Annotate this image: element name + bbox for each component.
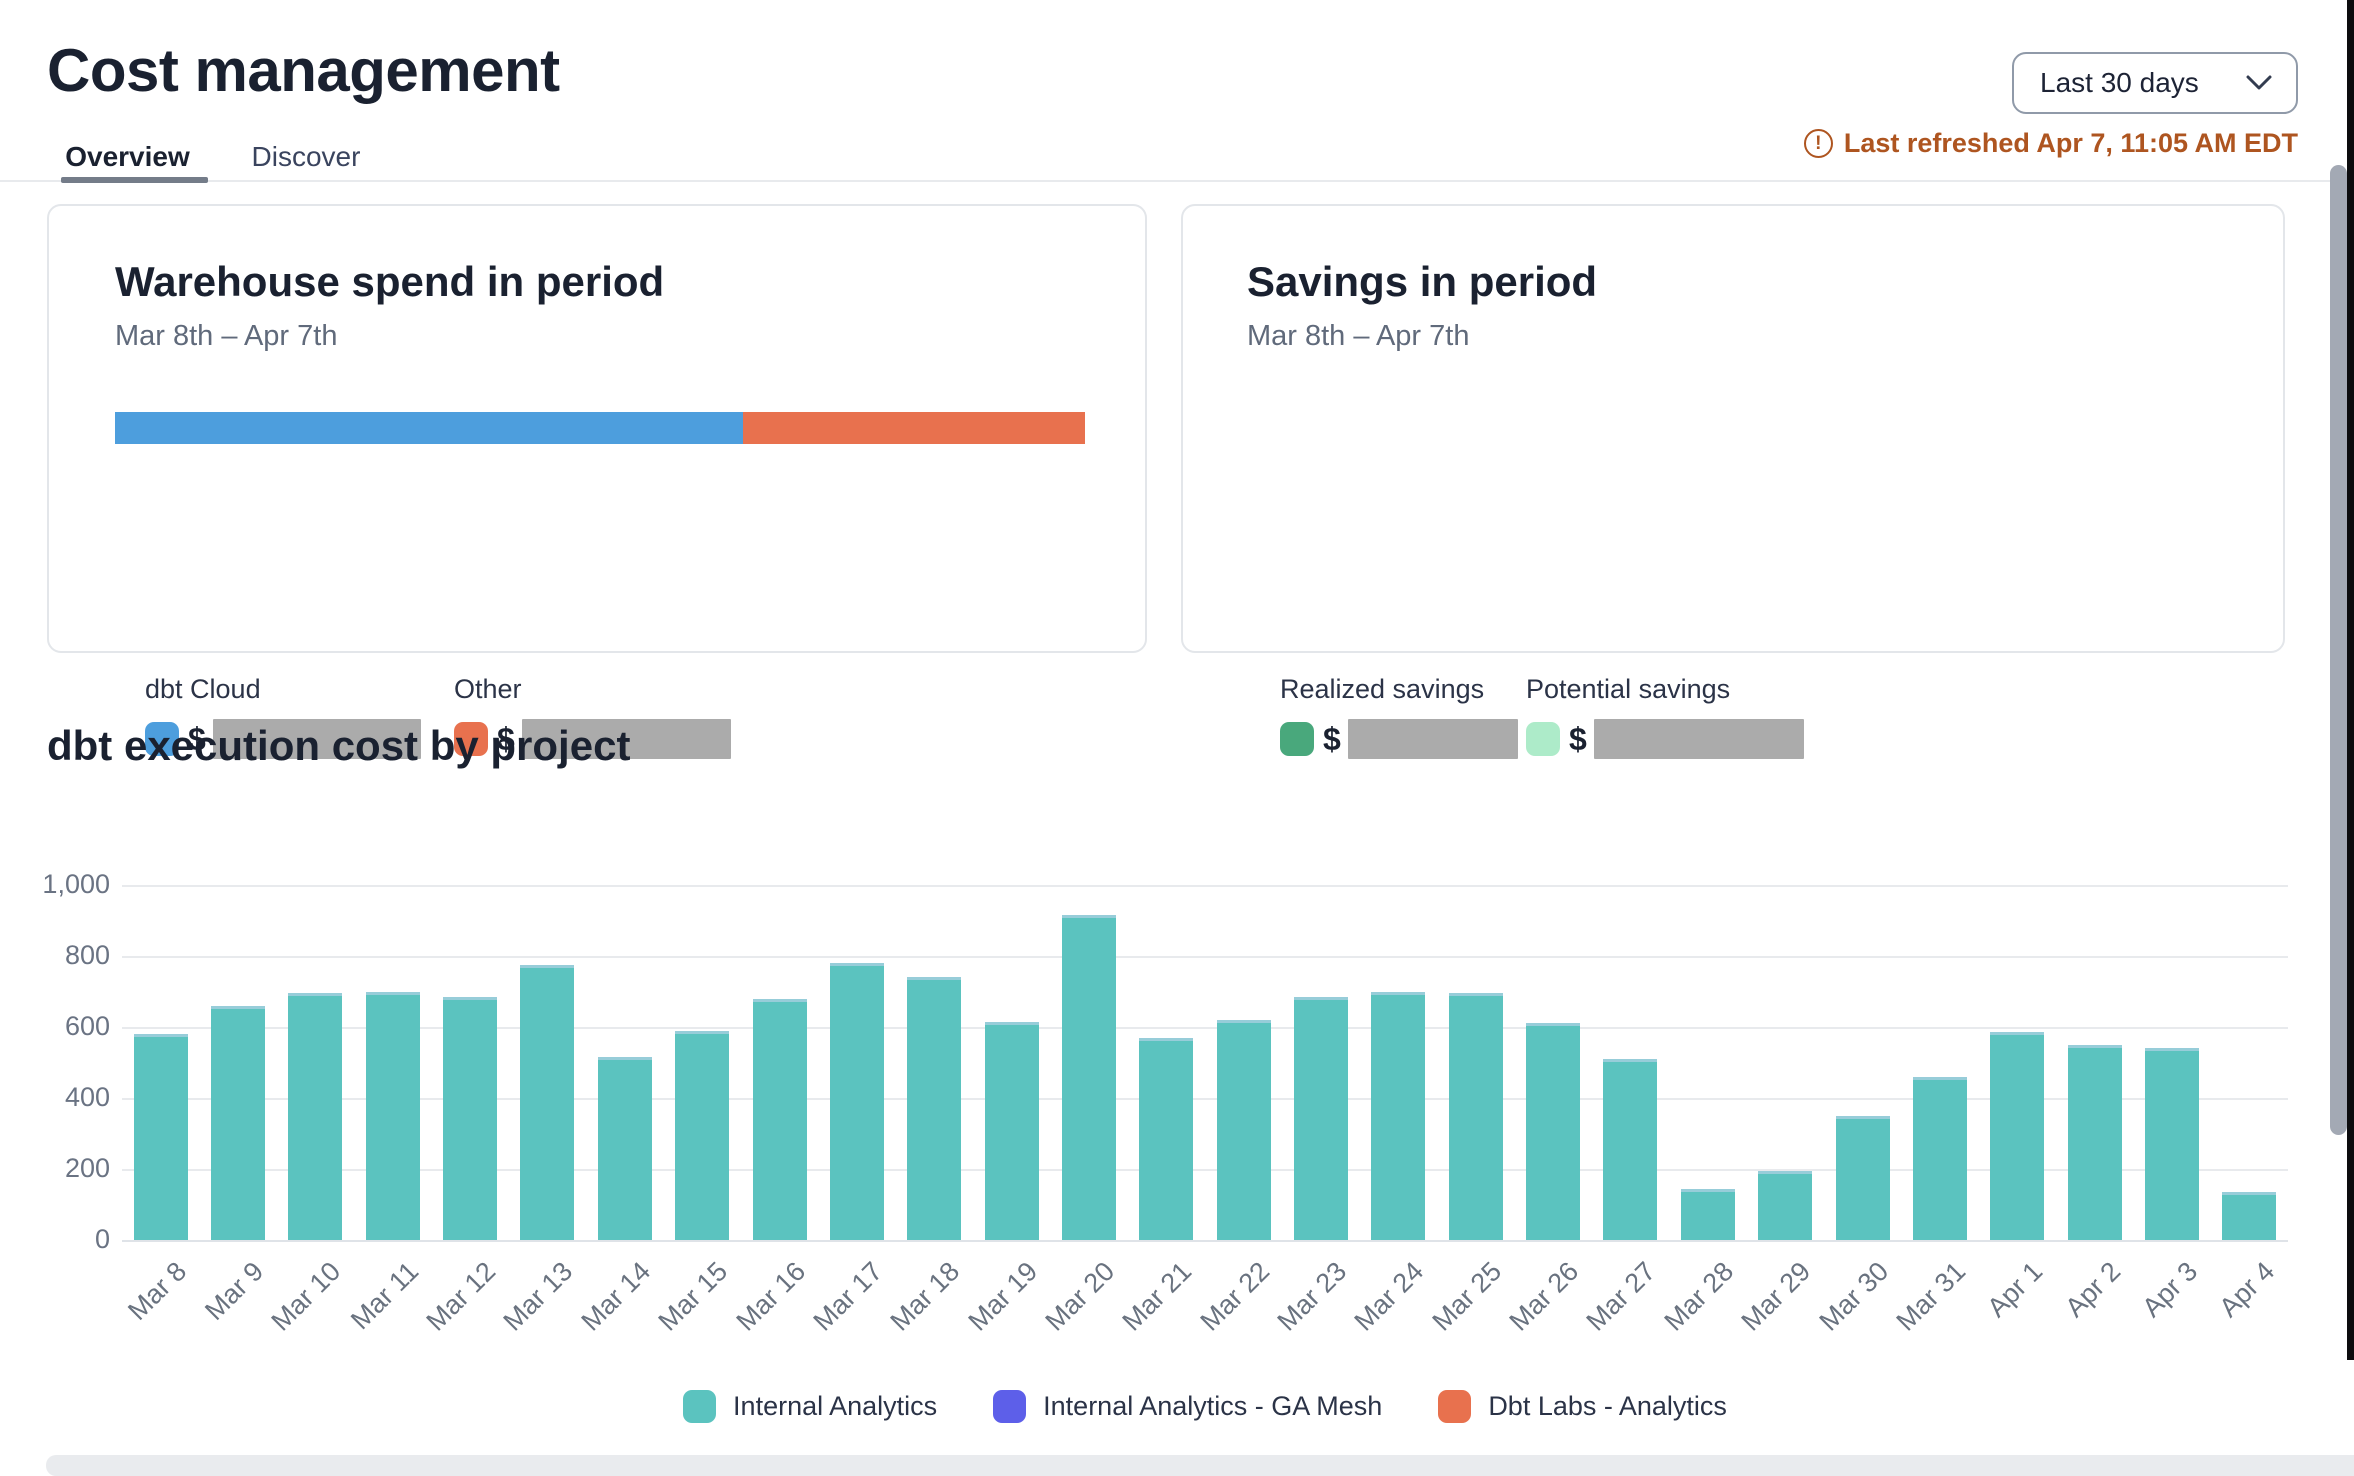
chevron-down-icon [2246, 75, 2272, 90]
page-title: Cost management [47, 37, 560, 104]
bar-mar-26[interactable] [1526, 1023, 1581, 1240]
tab-discover[interactable]: Discover [240, 134, 372, 180]
date-range-select[interactable]: Last 30 days [2012, 52, 2298, 114]
date-range-value: Last 30 days [2040, 67, 2199, 98]
tab-overview[interactable]: Overview [47, 134, 208, 180]
vertical-scrollbar-thumb[interactable] [2330, 165, 2347, 1135]
chart-legend-item-1[interactable]: Internal Analytics - GA Mesh [993, 1390, 1382, 1423]
bar-mar-29[interactable] [1758, 1170, 1813, 1240]
gridline-400 [122, 1098, 2288, 1100]
gridline-600 [122, 1027, 2288, 1029]
bar-mar-11[interactable] [365, 991, 420, 1240]
warning-circle-icon: ! [1803, 129, 1833, 158]
realized-savings-swatch-icon [1280, 722, 1314, 756]
warehouse-spend-period: Mar 8th – Apr 7th [115, 320, 338, 352]
bar-apr-4[interactable] [2222, 1192, 2277, 1240]
legend-other: Other $ [454, 674, 731, 759]
bar-mar-31[interactable] [1912, 1076, 1967, 1240]
potential-savings-swatch-icon [1526, 722, 1560, 756]
legend-dbt-cloud-label: dbt Cloud [145, 674, 261, 704]
tab-overview-label: Overview [65, 141, 190, 172]
header-divider [0, 180, 2354, 182]
y-tick-label: 600 [64, 1011, 110, 1041]
legend-swatch-icon [993, 1390, 1027, 1423]
warehouse-spend-title: Warehouse spend in period [115, 258, 665, 305]
active-tab-indicator [61, 177, 208, 183]
chart-legend: Internal Analytics Internal Analytics - … [122, 1390, 2288, 1423]
other-swatch-icon [454, 722, 488, 756]
chart-title: dbt execution cost by project [47, 722, 631, 769]
currency-symbol: $ [188, 720, 206, 757]
bar-mar-9[interactable] [211, 1005, 266, 1240]
savings-title: Savings in period [1247, 258, 1598, 305]
bar-mar-25[interactable] [1448, 993, 1503, 1240]
redacted-value-box [1347, 719, 1518, 759]
warehouse-spend-stacked-bar [115, 412, 1085, 444]
redacted-value-box [521, 719, 731, 759]
legend-swatch-icon [1438, 1390, 1472, 1423]
legend-dbt-cloud: dbt Cloud $ [145, 674, 421, 759]
savings-period: Mar 8th – Apr 7th [1247, 320, 1470, 352]
legend-entry-label: Dbt Labs - Analytics [1488, 1391, 1727, 1421]
legend-entry-label: Internal Analytics [733, 1391, 938, 1421]
bar-mar-17[interactable] [829, 963, 884, 1240]
bar-mar-20[interactable] [1061, 915, 1116, 1240]
window-right-edge [2347, 0, 2354, 1360]
y-tick-label: 0 [94, 1224, 110, 1254]
bar-mar-15[interactable] [675, 1030, 730, 1240]
legend-other-label: Other [454, 674, 522, 704]
legend-realized-label: Realized savings [1280, 674, 1485, 704]
tab-discover-label: Discover [251, 141, 361, 172]
y-tick-label: 200 [64, 1153, 110, 1183]
gridline-200 [122, 1169, 2288, 1171]
legend-swatch-icon [683, 1390, 717, 1423]
currency-symbol: $ [497, 720, 515, 757]
gridline-0 [122, 1240, 2288, 1242]
bar-mar-16[interactable] [752, 998, 807, 1240]
spend-segment-other[interactable] [742, 412, 1085, 444]
horizontal-scrollbar[interactable] [46, 1455, 2354, 1476]
bar-apr-1[interactable] [1990, 1032, 2045, 1240]
y-tick-label: 400 [64, 1082, 110, 1112]
gridline-1000 [122, 885, 2288, 887]
bar-mar-12[interactable] [443, 996, 498, 1240]
dbt-cloud-swatch-icon [145, 722, 179, 756]
bar-apr-2[interactable] [2067, 1044, 2122, 1240]
y-tick-label: 1,000 [42, 869, 110, 899]
currency-symbol: $ [1323, 720, 1341, 757]
legend-potential-label: Potential savings [1526, 674, 1731, 704]
bar-mar-18[interactable] [907, 977, 962, 1240]
savings-card: Savings in period Mar 8th – Apr 7th Real… [1181, 204, 2285, 759]
bar-mar-22[interactable] [1216, 1019, 1271, 1240]
gridline-800 [122, 956, 2288, 958]
bar-apr-3[interactable] [2144, 1048, 2199, 1240]
bar-mar-13[interactable] [520, 964, 575, 1240]
bar-mar-19[interactable] [984, 1021, 1039, 1240]
chart-legend-item-2[interactable]: Dbt Labs - Analytics [1438, 1390, 1727, 1423]
bar-mar-8[interactable] [133, 1034, 188, 1240]
warehouse-spend-card: Warehouse spend in period Mar 8th – Apr … [47, 204, 1147, 759]
bar-mar-14[interactable] [597, 1057, 652, 1240]
redacted-value-box [212, 719, 421, 759]
legend-potential-savings: Potential savings $ [1526, 674, 1804, 759]
bar-mar-10[interactable] [288, 993, 343, 1240]
bar-mar-21[interactable] [1139, 1037, 1194, 1240]
bar-mar-24[interactable] [1371, 991, 1426, 1240]
spend-segment-dbt-cloud[interactable] [115, 412, 743, 444]
currency-symbol: $ [1569, 720, 1587, 757]
bar-mar-28[interactable] [1680, 1188, 1735, 1240]
chart-legend-item-0[interactable]: Internal Analytics [683, 1390, 937, 1423]
legend-entry-label: Internal Analytics - GA Mesh [1043, 1391, 1383, 1421]
redacted-value-box [1593, 719, 1804, 759]
bar-mar-30[interactable] [1835, 1115, 1890, 1240]
last-refreshed-text: Last refreshed Apr 7, 11:05 AM EDT [1843, 128, 2298, 158]
bar-mar-23[interactable] [1294, 996, 1349, 1240]
legend-realized-savings: Realized savings $ [1280, 674, 1518, 759]
bar-mar-27[interactable] [1603, 1058, 1658, 1240]
last-refreshed-status: ! Last refreshed Apr 7, 11:05 AM EDT [1803, 128, 2298, 159]
y-tick-label: 800 [64, 940, 110, 970]
